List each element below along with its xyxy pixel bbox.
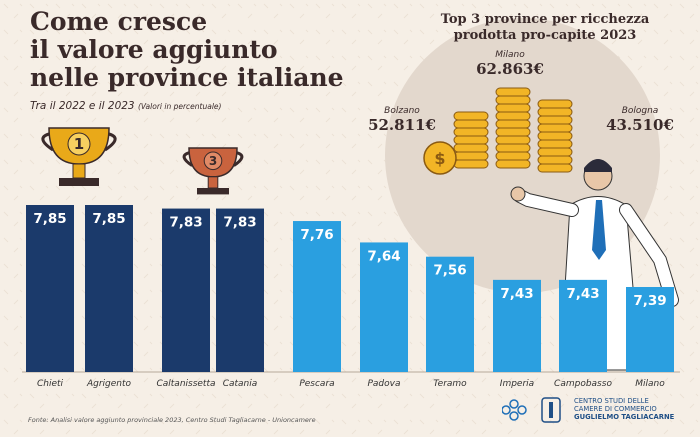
bar-value-label: 7,83 xyxy=(169,215,202,231)
bar-value-label: 7,39 xyxy=(633,293,666,309)
province-name: Bolzano xyxy=(384,106,420,116)
province-bologna: Bologna 43.510€ xyxy=(600,106,680,134)
category-label: Catania xyxy=(223,379,258,389)
logo-line-2: CAMERE DI COMMERCIO xyxy=(574,405,657,413)
logo-icon xyxy=(502,397,561,423)
bar-value-label: 7,85 xyxy=(92,211,125,227)
bar-catania xyxy=(216,208,264,372)
province-value: 62.863€ xyxy=(476,60,544,78)
bar-value-label: 7,43 xyxy=(500,286,533,302)
logo-line-3: GUGLIELMO TAGLIACARNE xyxy=(574,413,675,421)
bar-chieti xyxy=(26,205,74,372)
source-footer: Fonte: Analisi valore aggiunto provincia… xyxy=(28,416,316,424)
title-line-2: il valore aggiunto xyxy=(30,35,278,64)
trophy-rank: 1 xyxy=(74,135,84,153)
category-label: Pescara xyxy=(299,379,334,389)
bar-value-label: 7,64 xyxy=(367,248,400,264)
page-subtitle: Tra il 2022 e il 2023 (Valori in percent… xyxy=(30,100,221,112)
title-line-1: Come cresce xyxy=(30,7,208,36)
subtitle-text: Tra il 2022 e il 2023 xyxy=(30,100,135,112)
panel-title-line-1: Top 3 province per ricchezza xyxy=(440,12,650,27)
province-name: Milano xyxy=(495,50,525,60)
bar-milano xyxy=(626,287,674,372)
trophy-icon: 1 xyxy=(41,127,117,186)
logo-line-1: CENTRO STUDI DELLE xyxy=(574,397,649,405)
category-label: Imperia xyxy=(500,379,534,389)
province-name: Bologna xyxy=(621,106,659,116)
page-title: Come cresce il valore aggiunto nelle pro… xyxy=(30,8,344,92)
category-label: Chieti xyxy=(37,379,64,389)
category-label: Teramo xyxy=(433,379,467,389)
bar-padova xyxy=(360,242,408,372)
bar-caltanissetta xyxy=(162,208,210,372)
logo-text: CENTRO STUDI DELLE CAMERE DI COMMERCIO G… xyxy=(574,397,674,421)
bar-agrigento xyxy=(85,205,133,372)
subtitle-note: (Valori in percentuale) xyxy=(137,102,222,111)
category-label: Caltanissetta xyxy=(156,379,215,389)
bar-value-label: 7,76 xyxy=(300,227,333,243)
trophy-rank: 3 xyxy=(209,154,217,168)
province-value: 43.510€ xyxy=(606,116,674,134)
category-label: Milano xyxy=(635,379,665,389)
bar-pescara xyxy=(293,221,341,372)
bar-value-label: 7,56 xyxy=(433,263,466,279)
bar-teramo xyxy=(426,256,474,372)
title-line-3: nelle province italiane xyxy=(30,63,344,92)
province-value: 52.811€ xyxy=(368,116,436,134)
bar-value-label: 7,43 xyxy=(566,286,599,302)
province-milano: Milano 62.863€ xyxy=(465,50,555,78)
category-label: Padova xyxy=(367,379,400,389)
trophy-icon: 3 xyxy=(182,147,244,195)
category-label: Campobasso xyxy=(554,379,612,389)
panel-title: Top 3 province per ricchezza prodotta pr… xyxy=(400,12,690,44)
province-bolzano: Bolzano 52.811€ xyxy=(362,106,442,134)
bar-campobasso xyxy=(559,279,607,372)
bar-value-label: 7,83 xyxy=(223,215,256,231)
panel-title-line-2: prodotta pro-capite 2023 xyxy=(453,28,637,43)
bar-value-label: 7,85 xyxy=(33,211,66,227)
bar-imperia xyxy=(493,279,541,372)
category-label: Agrigento xyxy=(86,379,132,389)
